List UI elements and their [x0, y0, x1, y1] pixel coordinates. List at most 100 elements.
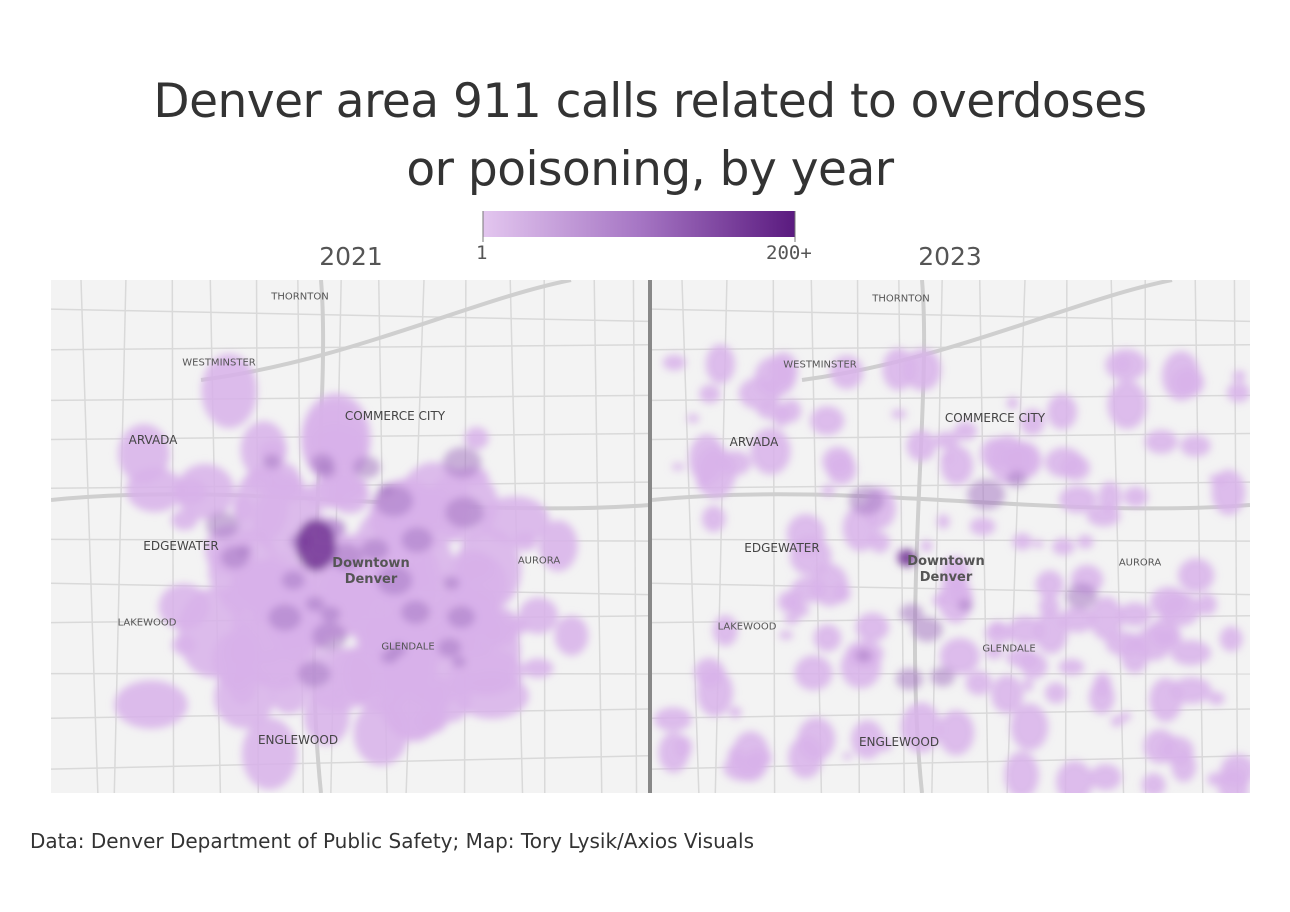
heat-blob	[729, 706, 742, 719]
heat-core	[380, 649, 398, 664]
heat-peak	[898, 549, 916, 567]
heat-blob	[1206, 772, 1229, 787]
heat-blob	[403, 487, 450, 516]
heat-blob	[1159, 592, 1201, 627]
heat-blob	[1044, 447, 1084, 478]
heat-blob	[158, 583, 210, 630]
title: Denver area 911 calls related to overdos…	[153, 74, 1147, 197]
heat-blob	[447, 648, 524, 696]
heat-blob	[201, 353, 258, 429]
heat-blob	[1058, 658, 1085, 676]
heat-blob	[1171, 677, 1212, 704]
heat-blob	[842, 752, 853, 760]
heat-blob	[821, 485, 836, 496]
heat-blob	[1034, 610, 1068, 654]
heat-blob	[1022, 678, 1034, 692]
place-label: ARVADA	[729, 435, 779, 449]
heat-blob	[754, 356, 797, 397]
heat-blob	[705, 344, 736, 384]
heat-blob	[653, 707, 692, 732]
heat-core	[957, 599, 973, 612]
heat-blob	[1010, 703, 1049, 751]
place-label: EDGEWATER	[143, 539, 219, 553]
heat-core	[445, 496, 484, 529]
heat-layer	[653, 344, 1250, 793]
panel-year: 2023	[918, 242, 982, 271]
heat-blob	[723, 754, 764, 782]
heat-blob	[171, 635, 197, 655]
heat-core	[447, 605, 476, 629]
heat-blob	[813, 624, 842, 652]
heat-blob	[794, 655, 833, 691]
map-2021	[51, 280, 648, 793]
heat-blob	[811, 563, 848, 607]
heat-core	[443, 576, 460, 590]
heat-blob	[686, 414, 700, 423]
heat-blob	[1232, 370, 1246, 382]
heat-blob	[779, 630, 794, 640]
heat-blob	[1107, 380, 1147, 430]
heat-blob	[712, 615, 738, 647]
heat-blob	[1172, 367, 1205, 398]
heat-blob	[1044, 682, 1068, 704]
heat-core	[442, 447, 482, 478]
heat-blob	[538, 520, 578, 572]
heat-blob	[699, 384, 721, 404]
heat-blob	[953, 421, 977, 441]
heat-blob	[797, 717, 836, 761]
heat-core	[1065, 583, 1098, 609]
heat-blob	[784, 614, 800, 625]
heat-blob	[934, 431, 959, 450]
road	[1144, 280, 1147, 793]
heat-blob	[1144, 429, 1178, 454]
heat-blob	[855, 612, 890, 642]
heat-blob	[1088, 680, 1115, 715]
road	[593, 280, 603, 793]
heat-blob	[826, 454, 857, 485]
heat-blob	[932, 594, 948, 607]
map-2023	[652, 280, 1250, 793]
heat-blob	[514, 532, 538, 552]
place-label: COMMERCE CITY	[344, 409, 446, 423]
legend-max: 200+	[766, 242, 812, 264]
heat-blob	[1180, 434, 1211, 457]
heat-blob	[522, 658, 554, 678]
heat-blob	[1059, 606, 1096, 633]
heat-blob	[719, 450, 752, 476]
place-label: WESTMINSTER	[182, 357, 256, 369]
heat-blob	[1052, 538, 1075, 556]
heat-blob	[891, 409, 907, 419]
heat-blob	[1123, 486, 1149, 508]
heat-blob	[1098, 481, 1122, 513]
heat-blob	[329, 478, 370, 514]
heat-blob	[851, 720, 884, 759]
place-label: WESTMINSTER	[783, 359, 857, 371]
heat-blob	[1089, 596, 1123, 641]
heat-core	[268, 604, 302, 631]
heat-blob	[1006, 396, 1019, 410]
heat-core	[329, 543, 363, 571]
heat-core	[297, 661, 331, 688]
heat-blob	[830, 355, 864, 390]
heat-blob	[1035, 570, 1064, 599]
heat-blob	[175, 463, 235, 520]
place-label: Downtown Denver	[332, 556, 410, 587]
heat-core	[376, 566, 413, 595]
place-label: GLENDALE	[381, 641, 435, 653]
source: Data: Denver Department of Public Safety…	[30, 829, 755, 853]
place-label: AURORA	[517, 555, 561, 567]
heat-blob	[696, 476, 708, 491]
heat-blob	[312, 425, 358, 458]
place-label: ENGLEWOOD	[858, 735, 940, 749]
heat-core	[312, 622, 348, 651]
heat-blob	[991, 675, 1024, 714]
road	[51, 308, 648, 323]
heat-blob	[1208, 691, 1225, 705]
place-label: ARVADA	[128, 433, 178, 447]
heat-core	[452, 656, 466, 668]
road	[978, 280, 989, 793]
heat-blob	[1226, 382, 1250, 403]
place-label: LAKEWOOD	[717, 621, 777, 633]
